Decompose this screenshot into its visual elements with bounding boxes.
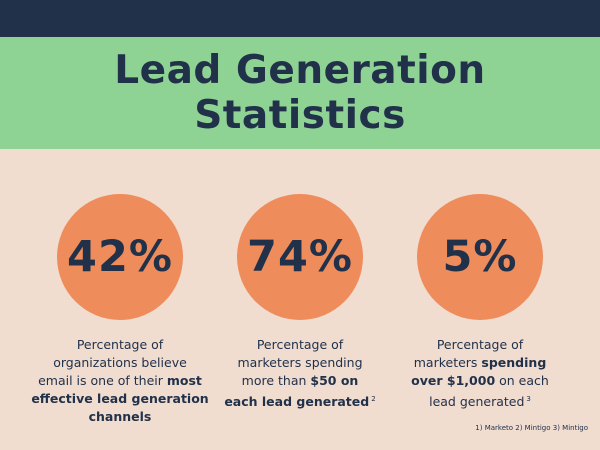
stat-card-5: 5% Percentage of marketers spending over $… bbox=[380, 194, 580, 411]
footnote-marker: 3 bbox=[526, 395, 531, 403]
description-text: marketers bbox=[413, 355, 482, 370]
stat-description: Percentage of marketers spending more than… bbox=[200, 336, 400, 411]
description-text: Percentage of bbox=[76, 337, 164, 352]
stat-value: 74% bbox=[247, 232, 353, 282]
description-text: spending bbox=[481, 355, 547, 370]
stat-value: 42% bbox=[67, 232, 173, 282]
description-text: $50 on bbox=[310, 373, 359, 388]
description-text: channels bbox=[88, 409, 152, 424]
description-text: each lead generated bbox=[224, 394, 370, 410]
title-band: Lead Generation Statistics bbox=[0, 37, 600, 149]
description-text: Percentage of bbox=[256, 337, 344, 352]
description-text: effective lead generation bbox=[31, 391, 209, 406]
stat-circle: 5% bbox=[417, 194, 543, 320]
title-line-2: Statistics bbox=[194, 93, 406, 138]
description-text: more than bbox=[241, 373, 311, 388]
description-text: organizations believe bbox=[53, 355, 187, 370]
title-line-1: Lead Generation bbox=[114, 48, 486, 93]
stat-circle: 42% bbox=[57, 194, 183, 320]
description-text: Percentage of bbox=[436, 337, 524, 352]
sources-footnote: 1) Marketo 2) Mintigo 3) Mintigo bbox=[475, 424, 588, 432]
description-text: lead generated bbox=[429, 394, 525, 410]
description-text: most bbox=[166, 373, 202, 388]
footnote-marker: 2 bbox=[371, 395, 376, 403]
stat-card-74: 74% Percentage of marketers spending more … bbox=[200, 194, 400, 411]
description-text: over $1,000 bbox=[411, 373, 496, 388]
stat-description: Percentage of organizations believe email … bbox=[20, 336, 220, 426]
stat-description: Percentage of marketers spending over $1,0… bbox=[380, 336, 580, 411]
stat-circle: 74% bbox=[237, 194, 363, 320]
description-text: email is one of their bbox=[38, 373, 167, 388]
description-text: on each bbox=[495, 373, 549, 388]
description-text: marketers spending bbox=[237, 355, 363, 370]
stat-value: 5% bbox=[442, 232, 518, 282]
stat-card-42: 42% Percentage of organizations believe em… bbox=[20, 194, 220, 426]
top-bar bbox=[0, 0, 600, 37]
